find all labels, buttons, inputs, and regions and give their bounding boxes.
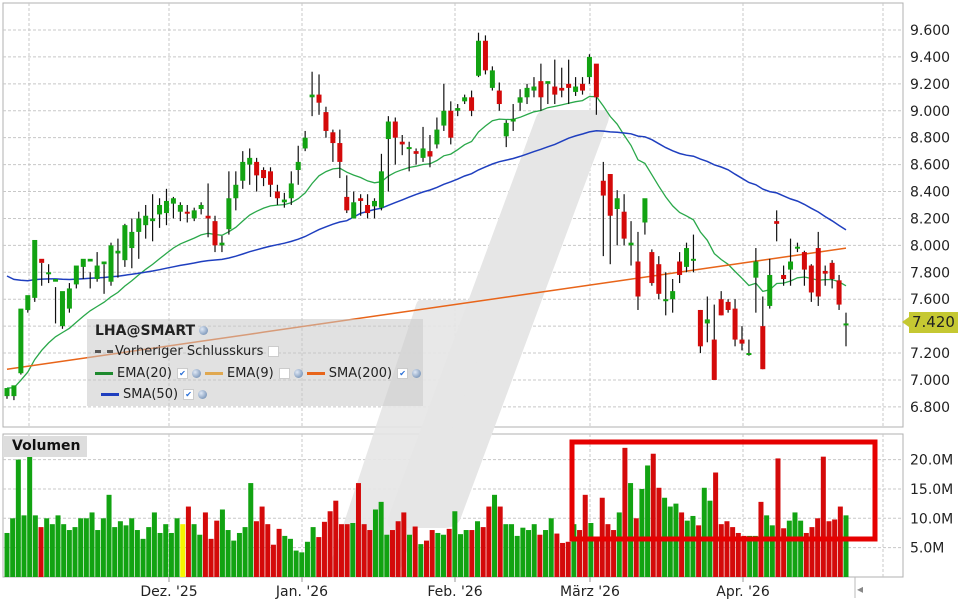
scroll-right-arrow-icon[interactable]: ◂ <box>857 582 863 596</box>
svg-text:5.0M: 5.0M <box>910 541 944 557</box>
time-axis: Dez. '25 Jan. '26 Feb. '26 März '26 Apr. '26 <box>140 577 770 600</box>
last-price-badge: 7.420 <box>902 312 958 333</box>
svg-text:8.000: 8.000 <box>910 238 950 254</box>
svg-text:Apr. '26: Apr. '26 <box>716 584 770 600</box>
price-axis: 9.600 9.400 9.200 9.000 8.800 8.600 8.400 8.200… <box>910 23 950 416</box>
dashed-line-icon <box>95 350 113 353</box>
watermark-logo-icon-lower <box>327 300 498 578</box>
svg-text:7.800: 7.800 <box>910 265 950 281</box>
candlesticks <box>4 32 849 401</box>
svg-text:9.000: 9.000 <box>910 104 950 120</box>
legend-row-prev-close: Vorheriger Schlusskurs <box>95 344 280 359</box>
svg-text:März '26: März '26 <box>560 584 620 600</box>
ema9-settings-icon[interactable] <box>293 369 303 378</box>
legend-ema20: EMA(20) ✔ <box>95 366 202 381</box>
svg-text:10.0M: 10.0M <box>910 511 953 527</box>
volume-bars <box>4 444 849 577</box>
legend-row-sma50: SMA(50) ✔ <box>101 387 211 402</box>
svg-text:9.200: 9.200 <box>910 77 950 93</box>
sma200-settings-icon[interactable] <box>412 369 422 378</box>
legend-row-indicators: EMA(20) ✔ EMA(9) SMA(200) ✔ <box>95 366 425 381</box>
svg-text:8.200: 8.200 <box>910 211 950 227</box>
svg-text:20.0M: 20.0M <box>910 453 953 469</box>
svg-text:9.600: 9.600 <box>910 23 950 39</box>
svg-text:8.600: 8.600 <box>910 158 950 174</box>
legend-symbol: LHA@SMART <box>95 323 209 339</box>
sma50-checkbox[interactable]: ✔ <box>183 389 195 400</box>
svg-text:7.200: 7.200 <box>910 346 950 362</box>
volume-axis: 20.0M 15.0M 10.0M 5.0M <box>910 453 953 557</box>
legend-sma200: SMA(200) ✔ <box>306 366 422 381</box>
svg-text:8.400: 8.400 <box>910 185 950 201</box>
sma50-settings-icon[interactable] <box>198 390 208 399</box>
highlight-box <box>569 439 878 542</box>
svg-text:Dez. '25: Dez. '25 <box>140 584 197 600</box>
svg-text:Feb. '26: Feb. '26 <box>427 584 482 600</box>
volume-title: Volumen <box>3 436 87 457</box>
svg-text:7.600: 7.600 <box>910 292 950 308</box>
legend-ema9: EMA(9) <box>205 366 303 381</box>
legend-label-prev-close: Vorheriger Schlusskurs <box>115 344 264 359</box>
ema20-settings-icon[interactable] <box>192 369 202 378</box>
svg-text:6.800: 6.800 <box>910 400 950 416</box>
svg-text:8.800: 8.800 <box>910 131 950 147</box>
ema9-checkbox[interactable] <box>278 368 290 379</box>
sma200-checkbox[interactable]: ✔ <box>397 368 409 379</box>
prev-close-checkbox[interactable] <box>268 346 280 357</box>
svg-text:15.0M: 15.0M <box>910 482 953 498</box>
ema20-checkbox[interactable]: ✔ <box>177 368 189 379</box>
svg-text:9.400: 9.400 <box>910 50 950 66</box>
svg-text:Jan. '26: Jan. '26 <box>275 584 328 600</box>
legend-sma50: SMA(50) ✔ <box>101 387 208 402</box>
chart-legend: LHA@SMART Vorheriger Schlusskurs EMA(20)… <box>87 319 423 406</box>
globe-icon[interactable] <box>199 326 209 335</box>
svg-text:7.000: 7.000 <box>910 373 950 389</box>
